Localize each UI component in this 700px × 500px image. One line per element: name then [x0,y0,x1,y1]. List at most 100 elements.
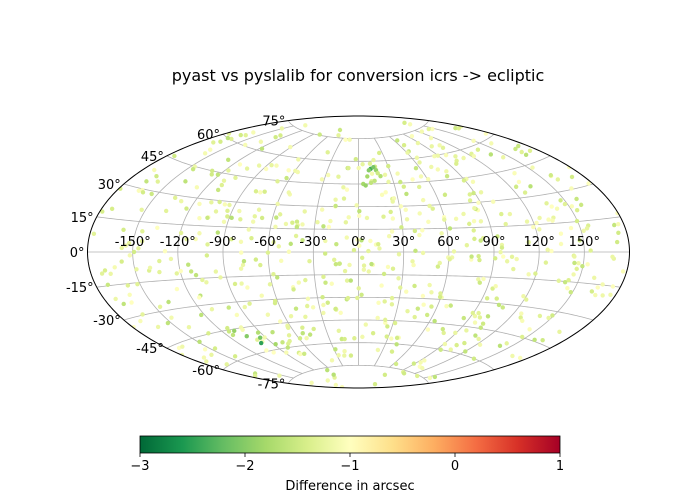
scatter-point [321,302,326,308]
scatter-point [303,314,308,320]
scatter-point [271,239,276,245]
longitude-tick-label: 120° [524,235,555,250]
scatter-point [415,140,421,146]
colorbar-label: Difference in arcsec [285,479,414,494]
scatter-point [550,313,555,318]
scatter-point [420,228,425,233]
scatter-point [123,243,128,248]
scatter-point [438,347,443,352]
scatter-point [297,336,303,341]
scatter-point [225,135,231,141]
scatter-point [243,133,248,138]
scatter-point [309,380,314,386]
scatter-point [300,237,305,243]
graticule-grid [87,120,630,384]
scatter-point [245,285,250,290]
scatter-point [381,271,387,277]
scatter-point [593,292,598,298]
scatter-point [209,172,214,177]
longitude-tick-label: 0° [351,235,366,250]
scatter-point [444,303,449,309]
scatter-point [410,259,415,264]
scatter-point [386,163,391,169]
scatter-point [113,296,118,302]
scatter-point [91,231,97,236]
scatter-point [310,305,316,310]
scatter-point [548,173,554,178]
scatter-point [461,178,467,183]
scatter-point [549,248,554,254]
scatter-point [556,278,561,283]
scatter-point [500,155,506,160]
scatter-point [325,150,330,155]
scatter-point [366,269,371,274]
scatter-point [385,324,390,329]
scatter-point [323,238,328,244]
scatter-point [283,221,289,227]
scatter-point [471,218,477,224]
scatter-point [469,254,474,259]
scatter-point [343,137,348,142]
scatter-point [259,340,264,346]
scatter-point [250,219,256,224]
scatter-point [478,238,483,243]
scatter-point [568,290,573,295]
scatter-point [444,173,450,179]
scatter-point [464,243,470,248]
scatter-point [271,350,276,355]
scatter-point [238,217,243,222]
scatter-point [527,148,533,153]
scatter-point [495,234,500,239]
colorbar-gradient [139,435,561,454]
scatter-point [179,199,184,204]
scatter-point [194,185,200,190]
scatter-point [565,286,570,291]
scatter-point [294,224,300,230]
scatter-point [333,262,339,267]
scatter-point [232,328,237,334]
scatter-point [475,147,481,152]
scatter-point [134,267,139,272]
scatter-point [121,227,126,232]
scatter-point [351,247,357,253]
scatter-point [238,132,243,138]
latitude-tick-label: 75° [262,115,285,130]
scatter-point [500,305,505,310]
scatter-point [480,321,486,326]
scatter-point [317,132,322,137]
scatter-point [471,154,476,159]
scatter-point [403,207,408,213]
scatter-point [386,234,392,239]
scatter-point [229,236,234,242]
scatter-point [353,157,359,162]
scatter-point [405,308,410,314]
scatter-point [226,329,232,334]
scatter-point [555,177,561,182]
scatter-point [420,250,426,256]
scatter-point [376,150,382,156]
scatter-point [473,333,478,338]
scatter-point [274,215,279,220]
scatter-point [396,252,402,257]
scatter-point [296,280,301,285]
scatter-point [401,371,407,376]
scatter-point [112,265,117,270]
scatter-point [242,304,247,310]
scatter-point [225,325,230,331]
scatter-point [404,217,410,222]
scatter-point [420,197,426,203]
scatter-point [277,373,282,378]
scatter-point [584,226,590,231]
scatter-point [237,162,243,167]
scatter-point [303,123,308,128]
scatter-point [523,152,529,158]
parallel-line [96,216,621,230]
scatter-point [550,218,555,223]
scatter-point [394,342,399,347]
scatter-point [427,282,432,288]
scatter-point [620,269,626,274]
scatter-point [419,129,425,134]
scatter-point [328,218,333,224]
scatter-point [121,301,126,307]
